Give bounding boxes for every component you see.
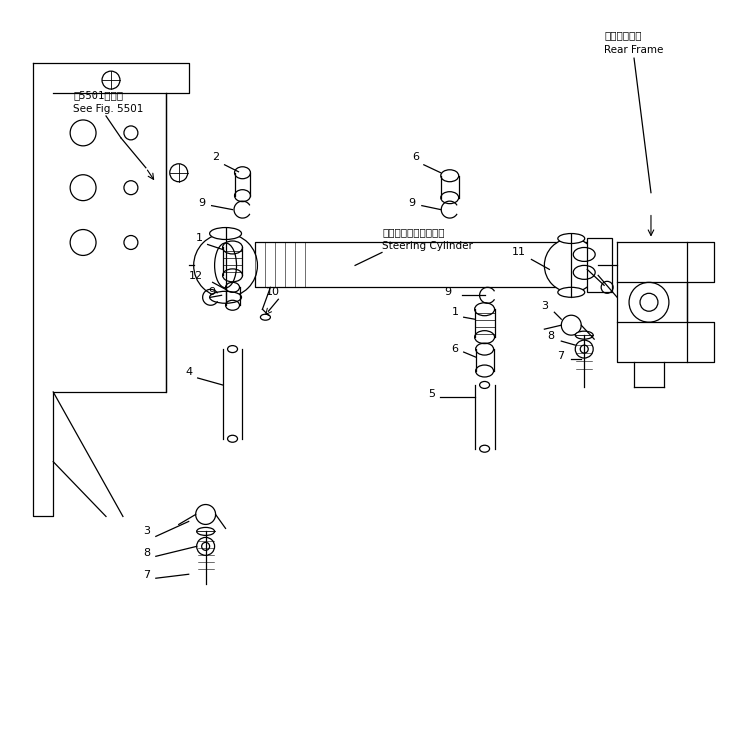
Text: 5: 5 <box>428 389 435 399</box>
Text: Rear Frame: Rear Frame <box>604 46 663 55</box>
Text: 6: 6 <box>452 344 459 354</box>
Text: Steering Cylinder: Steering Cylinder <box>382 241 473 252</box>
Text: 1: 1 <box>452 307 459 317</box>
Bar <box>587 238 612 292</box>
Circle shape <box>194 234 257 297</box>
Ellipse shape <box>575 331 593 339</box>
Bar <box>256 243 590 288</box>
Text: 3: 3 <box>541 301 548 311</box>
Text: 12: 12 <box>189 271 203 282</box>
Text: 9: 9 <box>444 288 452 297</box>
Text: 8: 8 <box>143 548 150 558</box>
Text: 7: 7 <box>557 351 565 361</box>
Text: 6: 6 <box>412 152 419 162</box>
Text: 7: 7 <box>143 570 150 580</box>
Ellipse shape <box>558 234 585 244</box>
Text: 2: 2 <box>213 152 220 162</box>
Text: 8: 8 <box>547 331 554 341</box>
Text: 4: 4 <box>186 367 193 377</box>
Text: See Fig. 5501: See Fig. 5501 <box>73 104 144 114</box>
Text: 9: 9 <box>208 288 216 297</box>
Ellipse shape <box>210 291 241 303</box>
Text: リアフレーム: リアフレーム <box>604 30 641 40</box>
Text: 11: 11 <box>511 247 526 258</box>
Ellipse shape <box>197 527 214 536</box>
Ellipse shape <box>210 228 241 240</box>
Ellipse shape <box>558 288 585 297</box>
Text: 第5501図参照: 第5501図参照 <box>73 90 123 100</box>
Text: 9: 9 <box>408 198 415 208</box>
Text: 10: 10 <box>265 288 280 297</box>
Circle shape <box>544 238 598 292</box>
Ellipse shape <box>214 243 237 288</box>
Text: ステアリングシリンダ: ステアリングシリンダ <box>382 228 444 238</box>
Text: 9: 9 <box>199 198 206 208</box>
Text: 3: 3 <box>143 527 150 536</box>
Text: 1: 1 <box>196 234 203 244</box>
